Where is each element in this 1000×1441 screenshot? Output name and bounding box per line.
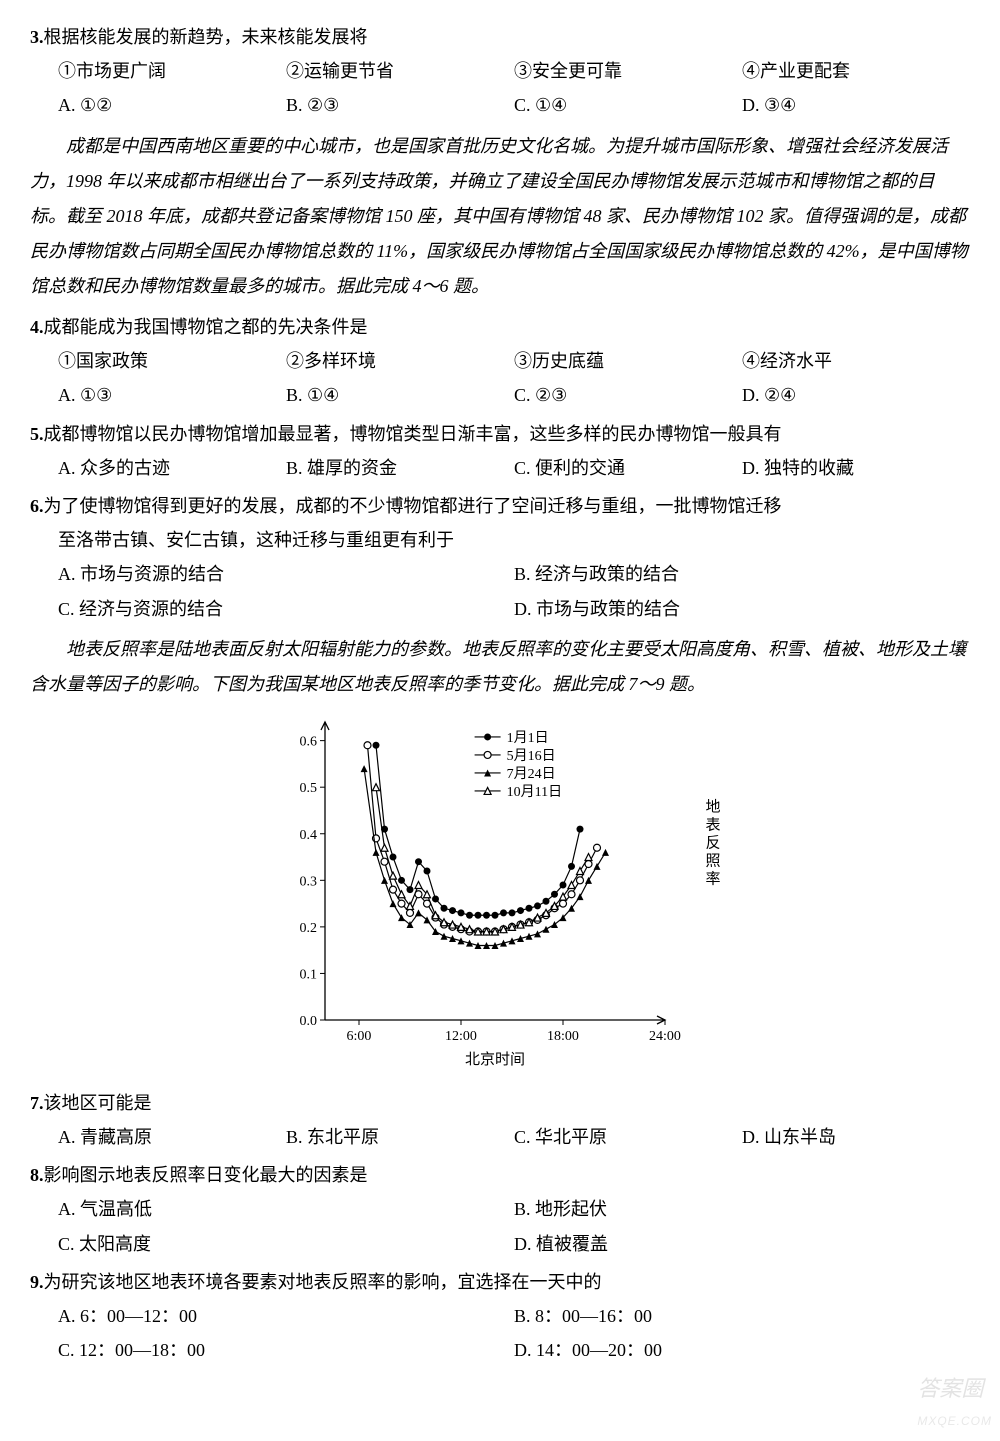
svg-text:18:00: 18:00 — [547, 1029, 579, 1044]
question-9-option-d[interactable]: D. 14：00—20：00 — [514, 1333, 970, 1367]
question-3-option-a[interactable]: A. ①② — [58, 88, 286, 122]
question-9-options: A. 6：00—12：00 B. 8：00—16：00 C. 12：00—18：… — [30, 1299, 970, 1367]
question-4-option-d[interactable]: D. ②④ — [742, 378, 970, 412]
svg-text:表: 表 — [705, 816, 720, 833]
question-6: 6. 为了使博物馆得到更好的发展，成都的不少博物馆都进行了空间迁移与重组，一批博… — [30, 489, 970, 626]
svg-text:6:00: 6:00 — [347, 1029, 372, 1044]
svg-text:反: 反 — [705, 834, 720, 851]
svg-text:24:00: 24:00 — [649, 1029, 681, 1044]
question-9-option-a[interactable]: A. 6：00—12：00 — [58, 1299, 514, 1333]
question-5-stem: 成都博物馆以民办博物馆增加最显著，博物馆类型日渐丰富，这些多样的民办博物馆一般具… — [44, 417, 971, 451]
svg-text:5月16日: 5月16日 — [507, 748, 556, 764]
svg-text:7月24日: 7月24日 — [507, 766, 556, 782]
svg-text:10月11日: 10月11日 — [507, 784, 562, 800]
question-4-number: 4. — [30, 310, 44, 344]
question-7: 7. 该地区可能是 A. 青藏高原 B. 东北平原 C. 华北平原 D. 山东半… — [30, 1086, 970, 1154]
question-5-option-d[interactable]: D. 独特的收藏 — [742, 451, 970, 485]
question-9-stem: 为研究该地区地表环境各要素对地表反照率的影响，宜选择在一天中的 — [44, 1265, 971, 1299]
question-4-item-1: ①国家政策 — [58, 344, 286, 378]
question-5-option-c[interactable]: C. 便利的交通 — [514, 451, 742, 485]
svg-text:照: 照 — [705, 853, 720, 869]
question-3-item-4: ④产业更配套 — [742, 54, 970, 88]
question-6-option-a[interactable]: A. 市场与资源的结合 — [58, 557, 514, 591]
passage-2: 地表反照率是陆地表面反射太阳辐射能力的参数。地表反照率的变化主要受太阳高度角、积… — [30, 632, 970, 702]
question-6-stem-1: 为了使博物馆得到更好的发展，成都的不少博物馆都进行了空间迁移与重组，一批博物馆迁… — [44, 489, 971, 523]
question-4: 4. 成都能成为我国博物馆之都的先决条件是 ①国家政策 ②多样环境 ③历史底蕴 … — [30, 310, 970, 413]
question-9: 9. 为研究该地区地表环境各要素对地表反照率的影响，宜选择在一天中的 A. 6：… — [30, 1265, 970, 1368]
question-5-options: A. 众多的古迹 B. 雄厚的资金 C. 便利的交通 D. 独特的收藏 — [30, 451, 970, 485]
question-3-number: 3. — [30, 20, 44, 54]
question-3-items: ①市场更广阔 ②运输更节省 ③安全更可靠 ④产业更配套 — [30, 54, 970, 88]
question-5-option-a[interactable]: A. 众多的古迹 — [58, 451, 286, 485]
question-5-option-b[interactable]: B. 雄厚的资金 — [286, 451, 514, 485]
question-6-options: A. 市场与资源的结合 B. 经济与政策的结合 C. 经济与资源的结合 D. 市… — [30, 557, 970, 625]
question-4-option-c[interactable]: C. ②③ — [514, 378, 742, 412]
question-8-options: A. 气温高低 B. 地形起伏 C. 太阳高度 D. 植被覆盖 — [30, 1192, 970, 1260]
question-4-options: A. ①③ B. ①④ C. ②③ D. ②④ — [30, 378, 970, 412]
question-4-stem: 成都能成为我国博物馆之都的先决条件是 — [44, 310, 971, 344]
svg-text:0.2: 0.2 — [300, 921, 318, 936]
question-4-item-3: ③历史底蕴 — [514, 344, 742, 378]
watermark-line1: 答案圈 — [917, 1368, 992, 1410]
svg-text:地: 地 — [705, 798, 720, 815]
question-4-item-4: ④经济水平 — [742, 344, 970, 378]
question-5-number: 5. — [30, 417, 44, 451]
question-3-option-d[interactable]: D. ③④ — [742, 88, 970, 122]
question-6-number: 6. — [30, 489, 44, 523]
question-3-item-2: ②运输更节省 — [286, 54, 514, 88]
albedo-chart: 0.0 0.1 0.2 0.3 0.4 0.5 0.6 6:00 12:00 18:00 24:00… — [30, 712, 970, 1072]
question-8-number: 8. — [30, 1158, 44, 1192]
svg-text:北京时间: 北京时间 — [465, 1051, 525, 1068]
question-4-option-a[interactable]: A. ①③ — [58, 378, 286, 412]
question-9-option-b[interactable]: B. 8：00—16：00 — [514, 1299, 970, 1333]
question-3-stem: 根据核能发展的新趋势，未来核能发展将 — [44, 20, 971, 54]
passage-1: 成都是中国西南地区重要的中心城市，也是国家首批历史文化名城。为提升城市国际形象、… — [30, 129, 970, 304]
question-8-stem: 影响图示地表反照率日变化最大的因素是 — [44, 1158, 971, 1192]
albedo-chart-svg: 0.0 0.1 0.2 0.3 0.4 0.5 0.6 6:00 12:00 18:00 24:00… — [265, 712, 735, 1072]
question-7-option-a[interactable]: A. 青藏高原 — [58, 1120, 286, 1154]
question-8-option-d[interactable]: D. 植被覆盖 — [514, 1227, 970, 1261]
svg-text:0.3: 0.3 — [300, 874, 318, 889]
question-8-option-a[interactable]: A. 气温高低 — [58, 1192, 514, 1226]
watermark: 答案圈 MXQE.COM — [917, 1368, 992, 1433]
svg-text:0.1: 0.1 — [300, 967, 318, 982]
question-7-option-d[interactable]: D. 山东半岛 — [742, 1120, 970, 1154]
question-3: 3. 根据核能发展的新趋势，未来核能发展将 ①市场更广阔 ②运输更节省 ③安全更… — [30, 20, 970, 123]
question-8-option-c[interactable]: C. 太阳高度 — [58, 1227, 514, 1261]
question-8: 8. 影响图示地表反照率日变化最大的因素是 A. 气温高低 B. 地形起伏 C.… — [30, 1158, 970, 1261]
question-8-option-b[interactable]: B. 地形起伏 — [514, 1192, 970, 1226]
question-7-option-c[interactable]: C. 华北平原 — [514, 1120, 742, 1154]
question-3-item-1: ①市场更广阔 — [58, 54, 286, 88]
question-7-number: 7. — [30, 1086, 44, 1120]
question-6-option-c[interactable]: C. 经济与资源的结合 — [58, 592, 514, 626]
svg-text:率: 率 — [705, 870, 720, 887]
question-3-option-b[interactable]: B. ②③ — [286, 88, 514, 122]
question-7-options: A. 青藏高原 B. 东北平原 C. 华北平原 D. 山东半岛 — [30, 1120, 970, 1154]
svg-text:1月1日: 1月1日 — [507, 730, 549, 746]
question-5: 5. 成都博物馆以民办博物馆增加最显著，博物馆类型日渐丰富，这些多样的民办博物馆… — [30, 417, 970, 485]
svg-text:0.5: 0.5 — [300, 781, 318, 796]
svg-text:0.4: 0.4 — [300, 828, 318, 843]
question-7-stem: 该地区可能是 — [44, 1086, 971, 1120]
svg-text:0.0: 0.0 — [300, 1014, 318, 1029]
question-6-option-b[interactable]: B. 经济与政策的结合 — [514, 557, 970, 591]
svg-text:12:00: 12:00 — [445, 1029, 477, 1044]
question-4-option-b[interactable]: B. ①④ — [286, 378, 514, 412]
question-3-options: A. ①② B. ②③ C. ①④ D. ③④ — [30, 88, 970, 122]
question-7-option-b[interactable]: B. 东北平原 — [286, 1120, 514, 1154]
question-3-item-3: ③安全更可靠 — [514, 54, 742, 88]
question-6-option-d[interactable]: D. 市场与政策的结合 — [514, 592, 970, 626]
question-4-items: ①国家政策 ②多样环境 ③历史底蕴 ④经济水平 — [30, 344, 970, 378]
question-3-option-c[interactable]: C. ①④ — [514, 88, 742, 122]
question-6-stem-2: 至洛带古镇、安仁古镇，这种迁移与重组更有利于 — [30, 523, 970, 557]
svg-text:0.6: 0.6 — [300, 735, 318, 750]
question-9-option-c[interactable]: C. 12：00—18：00 — [58, 1333, 514, 1367]
watermark-line2: MXQE.COM — [917, 1410, 992, 1433]
question-9-number: 9. — [30, 1265, 44, 1299]
question-4-item-2: ②多样环境 — [286, 344, 514, 378]
